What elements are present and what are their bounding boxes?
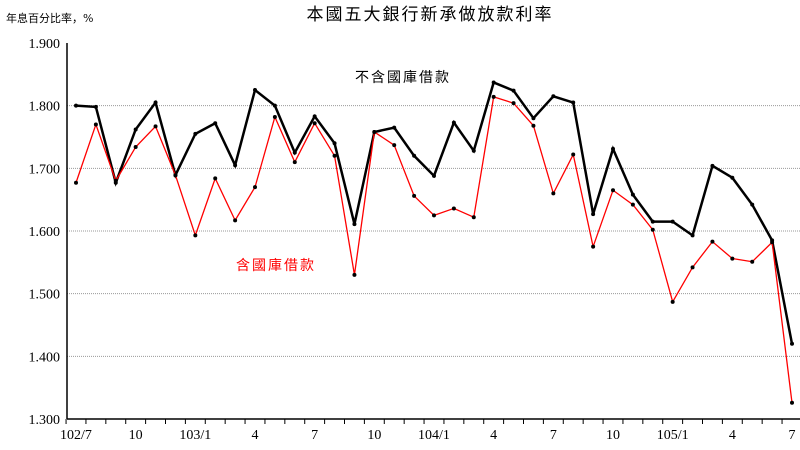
- data-point: [511, 101, 516, 106]
- data-point: [531, 116, 536, 121]
- y-tick-label: 1.300: [29, 413, 61, 428]
- x-tick-label: 105/1: [657, 428, 689, 443]
- data-point: [770, 240, 775, 245]
- data-point: [272, 114, 277, 119]
- data-point: [730, 256, 735, 261]
- data-point: [650, 219, 655, 224]
- chart-title: 本國五大銀行新承做放款利率: [307, 5, 554, 25]
- data-point: [710, 163, 715, 168]
- data-point: [352, 272, 357, 277]
- x-tick-label: 102/7: [60, 428, 92, 443]
- data-point: [432, 213, 436, 218]
- data-point: [690, 233, 695, 238]
- data-point: [233, 218, 238, 223]
- y-tick-label: 1.900: [29, 37, 61, 52]
- x-tick-label: 4: [490, 428, 497, 443]
- series-line-1: [75, 96, 793, 403]
- data-point: [213, 121, 218, 126]
- data-point: [93, 122, 98, 127]
- data-point: [392, 125, 397, 130]
- data-point: [74, 103, 78, 108]
- data-point: [630, 202, 635, 207]
- data-point: [153, 124, 158, 129]
- data-point: [74, 180, 78, 185]
- data-point: [551, 191, 556, 196]
- x-tick-label: 10: [129, 428, 143, 443]
- data-point: [173, 173, 178, 178]
- x-tick-label: 104/1: [418, 428, 450, 443]
- series-label-including-treasury: 含國庫借款: [236, 257, 316, 274]
- data-point: [790, 341, 794, 346]
- data-point: [93, 104, 98, 109]
- data-point: [471, 215, 476, 220]
- data-point: [790, 400, 794, 405]
- data-point: [253, 88, 257, 92]
- data-point: [292, 160, 297, 165]
- data-point: [730, 175, 735, 180]
- data-point: [312, 121, 317, 126]
- data-point: [253, 185, 257, 190]
- data-point: [133, 127, 138, 132]
- y-tick-label: 1.500: [29, 288, 61, 303]
- data-point: [491, 94, 496, 99]
- series-label-excluding-treasury: 不含國庫借款: [355, 69, 451, 86]
- x-tick-label: 7: [311, 428, 318, 443]
- data-point: [312, 114, 317, 119]
- data-point: [571, 100, 576, 105]
- data-point: [233, 163, 238, 168]
- data-point: [650, 227, 655, 232]
- data-point: [292, 150, 297, 155]
- data-point: [630, 192, 635, 197]
- data-point: [531, 123, 536, 128]
- data-point: [571, 152, 576, 157]
- data-point: [352, 222, 357, 227]
- data-point: [611, 188, 615, 193]
- data-point: [511, 88, 516, 93]
- x-tick-label: 7: [789, 428, 796, 443]
- data-point: [710, 239, 715, 244]
- x-tick-label: 4: [252, 428, 259, 443]
- data-point: [412, 153, 417, 158]
- data-point: [113, 178, 118, 183]
- data-point: [332, 141, 337, 146]
- data-point: [491, 80, 496, 85]
- data-point: [690, 265, 695, 270]
- x-tick-label: 7: [550, 428, 557, 443]
- y-tick-label: 1.800: [29, 100, 61, 115]
- data-point: [670, 219, 675, 224]
- y-tick-label: 1.400: [29, 350, 61, 365]
- data-point: [750, 259, 755, 264]
- data-point: [153, 100, 158, 105]
- data-point: [213, 176, 218, 181]
- x-tick-label: 4: [729, 428, 736, 443]
- data-point: [372, 129, 377, 134]
- data-point: [193, 131, 198, 136]
- data-point: [193, 233, 198, 238]
- data-point: [412, 193, 417, 198]
- y-axis-label: 年息百分比率，%: [6, 11, 93, 25]
- data-point: [551, 94, 556, 99]
- data-point: [451, 120, 456, 125]
- data-point: [272, 103, 277, 108]
- data-point: [611, 146, 615, 151]
- data-point: [332, 153, 337, 158]
- data-point: [451, 206, 456, 211]
- data-point: [591, 244, 596, 249]
- data-point: [670, 299, 675, 304]
- series-line-0: [75, 80, 794, 345]
- data-point: [432, 173, 436, 178]
- data-point: [392, 143, 397, 148]
- data-point: [133, 145, 138, 150]
- x-tick-label: 10: [606, 428, 620, 443]
- data-point: [471, 148, 476, 153]
- data-point: [591, 212, 596, 217]
- data-point: [750, 202, 755, 207]
- x-tick-label: 10: [367, 428, 381, 443]
- y-tick-label: 1.600: [29, 225, 61, 240]
- y-tick-label: 1.700: [29, 162, 61, 177]
- x-tick-label: 103/1: [179, 428, 211, 443]
